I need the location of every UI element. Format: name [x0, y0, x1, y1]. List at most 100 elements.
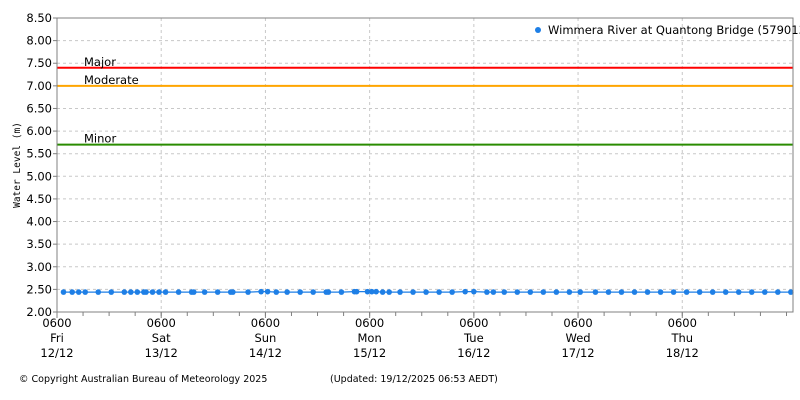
data-point: [670, 289, 677, 295]
data-point: [82, 289, 89, 295]
y-tick-label: 2.00: [26, 305, 52, 319]
data-point: [214, 289, 221, 295]
data-point: [149, 289, 156, 295]
data-point: [310, 289, 316, 295]
data-point: [527, 289, 534, 295]
x-tick-label-day: Sat: [152, 331, 171, 345]
x-tick-label-day: Tue: [463, 331, 484, 345]
y-tick-label: 6.50: [26, 101, 52, 115]
y-tick-label: 3.00: [26, 260, 52, 274]
y-tick-label: 4.00: [26, 215, 52, 229]
y-tick-label: 6.00: [26, 124, 52, 138]
data-point: [696, 289, 703, 295]
x-tick-label-date: 17/12: [561, 346, 594, 360]
x-tick-label-date: 18/12: [666, 346, 699, 360]
data-point: [490, 289, 497, 295]
x-tick-label-hour: 0600: [563, 316, 592, 330]
data-point: [190, 289, 197, 295]
data-point: [423, 289, 429, 295]
y-tick-label: 5.00: [26, 169, 52, 183]
threshold-label-moderate: Moderate: [84, 73, 139, 87]
x-tick-label-date: 12/12: [40, 346, 73, 360]
data-point: [258, 288, 264, 295]
data-point: [264, 288, 271, 295]
data-point: [484, 289, 490, 295]
x-tick-label-hour: 0600: [251, 316, 280, 330]
plot-frame: [56, 17, 794, 313]
data-point: [618, 289, 625, 295]
data-point: [631, 289, 638, 295]
data-point: [540, 289, 547, 295]
data-point: [657, 289, 664, 295]
data-point: [245, 289, 251, 295]
data-point: [397, 289, 403, 295]
data-point: [353, 288, 360, 295]
data-point: [592, 289, 599, 295]
data-point: [297, 289, 303, 295]
data-point: [462, 288, 468, 295]
data-point: [566, 289, 573, 295]
data-point: [364, 288, 371, 295]
legend-marker: [535, 27, 541, 33]
x-tick-label-hour: 0600: [42, 316, 71, 330]
y-tick-label: 8.50: [26, 11, 52, 25]
data-point: [60, 289, 67, 295]
threshold-label-major: Major: [84, 55, 116, 69]
y-tick-label: 8.00: [26, 34, 52, 48]
data-point: [273, 289, 280, 295]
data-point: [436, 289, 442, 295]
updated-timestamp: (Updated: 19/12/2025 06:53 AEDT): [330, 374, 498, 385]
x-tick-label-day: Sun: [254, 331, 276, 345]
legend-label: Wimmera River at Quantong Bridge (579013…: [548, 23, 800, 37]
data-point: [605, 289, 612, 295]
axes: 8.50 8.00 7.50 7.00 6.50 6.00 5.50 5.00 4.50 4.00…: [26, 11, 794, 360]
data-point: [121, 289, 128, 295]
data-point: [69, 289, 75, 295]
y-tick-label: 2.50: [26, 282, 52, 296]
data-point: [577, 289, 584, 295]
data-point: [735, 289, 742, 295]
data-point: [683, 289, 690, 295]
data-point: [761, 289, 768, 295]
x-tick-label-date: 14/12: [249, 346, 282, 360]
data-point: [95, 289, 102, 295]
data-point: [644, 289, 651, 295]
data-point: [201, 289, 208, 295]
data-point: [230, 289, 236, 295]
data-point: [75, 289, 82, 295]
x-tick-label-hour: 0600: [355, 316, 384, 330]
data-point: [722, 289, 729, 295]
series-water-level: [60, 288, 794, 295]
grid: [57, 18, 793, 312]
threshold-label-minor: Minor: [84, 132, 116, 146]
data-point: [386, 289, 392, 295]
data-point: [373, 288, 379, 295]
x-tick-label-date: 15/12: [353, 346, 386, 360]
data-point: [709, 289, 716, 295]
data-point: [369, 288, 375, 295]
x-tick-label-day: Fri: [50, 331, 64, 345]
x-tick-label-date: 16/12: [457, 346, 490, 360]
data-point: [108, 289, 115, 295]
y-tick-label: 5.50: [26, 147, 52, 161]
x-tick-label-hour: 0600: [459, 316, 488, 330]
y-tick-label: 7.50: [26, 56, 52, 70]
y-tick-label: 4.50: [26, 192, 52, 206]
data-point: [514, 289, 521, 295]
data-point: [128, 289, 134, 295]
y-tick-label: 7.00: [26, 79, 52, 93]
data-point: [748, 289, 755, 295]
data-point: [449, 289, 455, 295]
data-point: [284, 289, 290, 295]
x-tick-label-hour: 0600: [668, 316, 697, 330]
data-point: [143, 289, 149, 295]
y-tick-label: 3.50: [26, 237, 52, 251]
data-point: [471, 288, 477, 295]
data-point: [156, 289, 162, 295]
x-tick-label-day: Mon: [358, 331, 382, 345]
x-tick-label-hour: 0600: [147, 316, 176, 330]
copyright-text: © Copyright Australian Bureau of Meteoro…: [19, 374, 268, 385]
data-point: [410, 289, 416, 295]
x-tick-label-date: 13/12: [145, 346, 178, 360]
data-point: [325, 289, 332, 295]
